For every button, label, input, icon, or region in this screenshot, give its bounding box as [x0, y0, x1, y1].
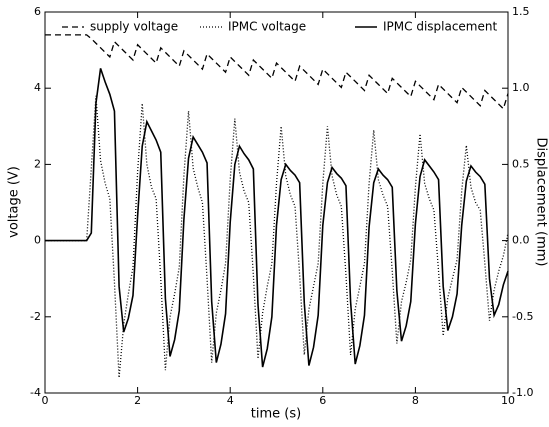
x-tick-label: 0: [42, 394, 49, 407]
x-tick-label: 4: [227, 394, 234, 407]
y-tick-label: 2: [34, 157, 41, 170]
y-tick-label: 4: [34, 81, 41, 94]
y2-tick-label: -1.0: [512, 386, 533, 399]
y-tick-label: -2: [30, 310, 41, 323]
y-tick-label: -4: [30, 386, 41, 399]
x-tick-label: 6: [319, 394, 326, 407]
plot-frame: [44, 11, 509, 394]
x-tick-label: 8: [412, 394, 419, 407]
series-line: [45, 34, 509, 110]
x-axis-label: time (s): [251, 407, 301, 422]
y-axis-label: voltage (V): [7, 166, 22, 238]
y2-tick-label: 0.0: [512, 234, 530, 247]
y2-tick-label: 0.5: [512, 157, 530, 170]
x-tick-label: 2: [134, 394, 141, 407]
series-line: [45, 68, 509, 368]
y2-tick-label: 1.0: [512, 81, 530, 94]
legend-label: supply voltage: [90, 20, 178, 34]
legend-label: IPMC displacement: [383, 20, 497, 34]
y-tick-label: 0: [34, 234, 41, 247]
y-tick-label: 6: [34, 5, 41, 18]
y2-tick-label: 1.5: [512, 5, 530, 18]
x-tick-label: 10: [501, 394, 515, 407]
y2-tick-label: -0.5: [512, 310, 533, 323]
y2-axis-label: Displacement (mm): [534, 138, 549, 267]
legend-label: IPMC voltage: [228, 20, 306, 34]
